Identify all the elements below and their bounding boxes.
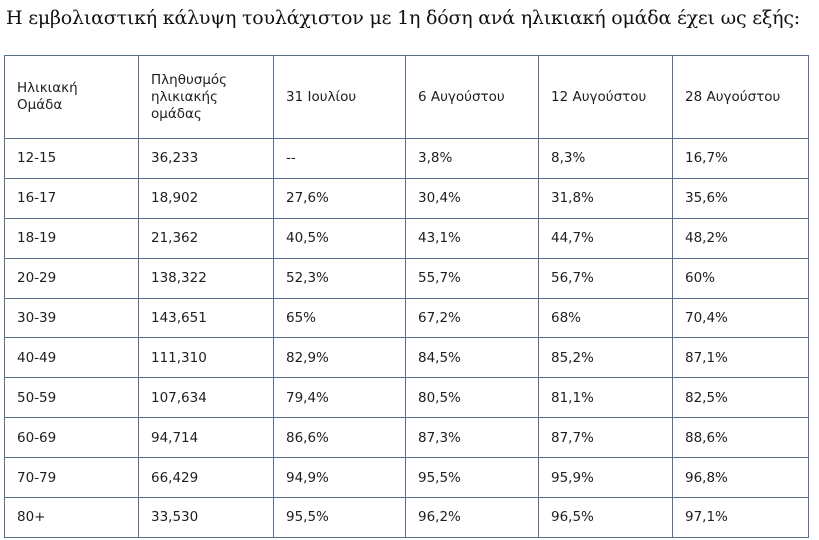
cell-age-group: 18-19 xyxy=(4,217,139,259)
cell-population: 138,322 xyxy=(138,257,274,299)
table-row: 60-69 94,714 86,6% 87,3% 87,7% 88,6% xyxy=(4,417,809,459)
cell-coverage-jul-31: 65% xyxy=(273,297,406,339)
cell-coverage-aug-12: 31,8% xyxy=(538,177,673,219)
cell-coverage-jul-31: 82,9% xyxy=(273,337,406,379)
cell-age-group: 16-17 xyxy=(4,177,139,219)
cell-population: 111,310 xyxy=(138,337,274,379)
header-line: Ομάδα xyxy=(17,97,63,113)
cell-age-group: 70-79 xyxy=(4,457,139,499)
header-date-aug-28: 28 Αυγούστου xyxy=(672,55,809,139)
header-line: ομάδας xyxy=(151,105,202,122)
cell-coverage-jul-31: 86,6% xyxy=(273,417,406,459)
header-row: Ηλικιακή Ομάδα Πληθυσμός ηλικιακής ομάδα… xyxy=(4,55,809,139)
cell-coverage-aug-6: 3,8% xyxy=(405,138,539,179)
table-header: Ηλικιακή Ομάδα Πληθυσμός ηλικιακής ομάδα… xyxy=(4,55,809,139)
cell-coverage-jul-31: 52,3% xyxy=(273,257,406,299)
cell-population: 143,651 xyxy=(138,297,274,339)
header-line: ηλικιακής xyxy=(151,88,218,105)
header-date-aug-6: 6 Αυγούστου xyxy=(405,55,539,139)
header-population: Πληθυσμός ηλικιακής ομάδας xyxy=(138,55,274,139)
cell-coverage-aug-6: 80,5% xyxy=(405,377,539,419)
header-line: Ηλικιακή xyxy=(17,80,78,96)
cell-population: 94,714 xyxy=(138,417,274,459)
cell-age-group: 12-15 xyxy=(4,138,139,179)
cell-coverage-aug-28: 60% xyxy=(672,257,809,299)
cell-coverage-aug-12: 87,7% xyxy=(538,417,673,459)
cell-coverage-aug-12: 81,1% xyxy=(538,377,673,419)
table-row: 18-19 21,362 40,5% 43,1% 44,7% 48,2% xyxy=(4,217,809,259)
table-row: 30-39 143,651 65% 67,2% 68% 70,4% xyxy=(4,297,809,339)
cell-population: 21,362 xyxy=(138,217,274,259)
cell-age-group: 50-59 xyxy=(4,377,139,419)
cell-age-group: 30-39 xyxy=(4,297,139,339)
vaccination-coverage-table: Ηλικιακή Ομάδα Πληθυσμός ηλικιακής ομάδα… xyxy=(4,55,809,538)
cell-coverage-aug-12: 68% xyxy=(538,297,673,339)
cell-population: 107,634 xyxy=(138,377,274,419)
cell-coverage-aug-28: 97,1% xyxy=(672,497,809,538)
cell-coverage-aug-28: 16,7% xyxy=(672,138,809,179)
cell-coverage-aug-6: 30,4% xyxy=(405,177,539,219)
cell-coverage-aug-28: 35,6% xyxy=(672,177,809,219)
cell-age-group: 40-49 xyxy=(4,337,139,379)
cell-coverage-jul-31: -- xyxy=(273,138,406,179)
cell-coverage-aug-6: 87,3% xyxy=(405,417,539,459)
cell-coverage-aug-12: 95,9% xyxy=(538,457,673,499)
table-row: 80+ 33,530 95,5% 96,2% 96,5% 97,1% xyxy=(4,497,809,538)
cell-age-group: 60-69 xyxy=(4,417,139,459)
cell-coverage-aug-28: 88,6% xyxy=(672,417,809,459)
cell-coverage-aug-6: 67,2% xyxy=(405,297,539,339)
header-date-jul-31: 31 Ιουλίου xyxy=(273,55,406,139)
cell-coverage-jul-31: 27,6% xyxy=(273,177,406,219)
cell-coverage-aug-12: 56,7% xyxy=(538,257,673,299)
cell-population: 66,429 xyxy=(138,457,274,499)
cell-coverage-aug-28: 48,2% xyxy=(672,217,809,259)
cell-coverage-jul-31: 40,5% xyxy=(273,217,406,259)
cell-coverage-aug-28: 70,4% xyxy=(672,297,809,339)
table-row: 50-59 107,634 79,4% 80,5% 81,1% 82,5% xyxy=(4,377,809,419)
table-row: 16-17 18,902 27,6% 30,4% 31,8% 35,6% xyxy=(4,177,809,219)
table-row: 40-49 111,310 82,9% 84,5% 85,2% 87,1% xyxy=(4,337,809,379)
cell-coverage-aug-28: 96,8% xyxy=(672,457,809,499)
cell-coverage-aug-12: 96,5% xyxy=(538,497,673,538)
cell-coverage-aug-6: 96,2% xyxy=(405,497,539,538)
cell-coverage-jul-31: 94,9% xyxy=(273,457,406,499)
cell-coverage-aug-28: 82,5% xyxy=(672,377,809,419)
table-row: 12-15 36,233 -- 3,8% 8,3% 16,7% xyxy=(4,138,809,179)
cell-age-group: 20-29 xyxy=(4,257,139,299)
cell-coverage-aug-12: 85,2% xyxy=(538,337,673,379)
cell-coverage-aug-28: 87,1% xyxy=(672,337,809,379)
cell-coverage-aug-6: 84,5% xyxy=(405,337,539,379)
page-title: Η εμβολιαστική κάλυψη τουλάχιστον με 1η … xyxy=(6,7,800,29)
cell-age-group: 80+ xyxy=(4,497,139,538)
cell-coverage-aug-6: 43,1% xyxy=(405,217,539,259)
cell-population: 33,530 xyxy=(138,497,274,538)
cell-population: 18,902 xyxy=(138,177,274,219)
cell-population: 36,233 xyxy=(138,138,274,179)
cell-coverage-aug-6: 95,5% xyxy=(405,457,539,499)
header-date-aug-12: 12 Αυγούστου xyxy=(538,55,673,139)
header-line: Πληθυσμός xyxy=(151,71,228,88)
header-age-group: Ηλικιακή Ομάδα xyxy=(4,55,139,139)
cell-coverage-jul-31: 79,4% xyxy=(273,377,406,419)
cell-coverage-aug-6: 55,7% xyxy=(405,257,539,299)
cell-coverage-jul-31: 95,5% xyxy=(273,497,406,538)
cell-coverage-aug-12: 8,3% xyxy=(538,138,673,179)
cell-coverage-aug-12: 44,7% xyxy=(538,217,673,259)
table-row: 70-79 66,429 94,9% 95,5% 95,9% 96,8% xyxy=(4,457,809,499)
table-body: 12-15 36,233 -- 3,8% 8,3% 16,7% 16-17 18… xyxy=(4,138,809,538)
table-row: 20-29 138,322 52,3% 55,7% 56,7% 60% xyxy=(4,257,809,299)
